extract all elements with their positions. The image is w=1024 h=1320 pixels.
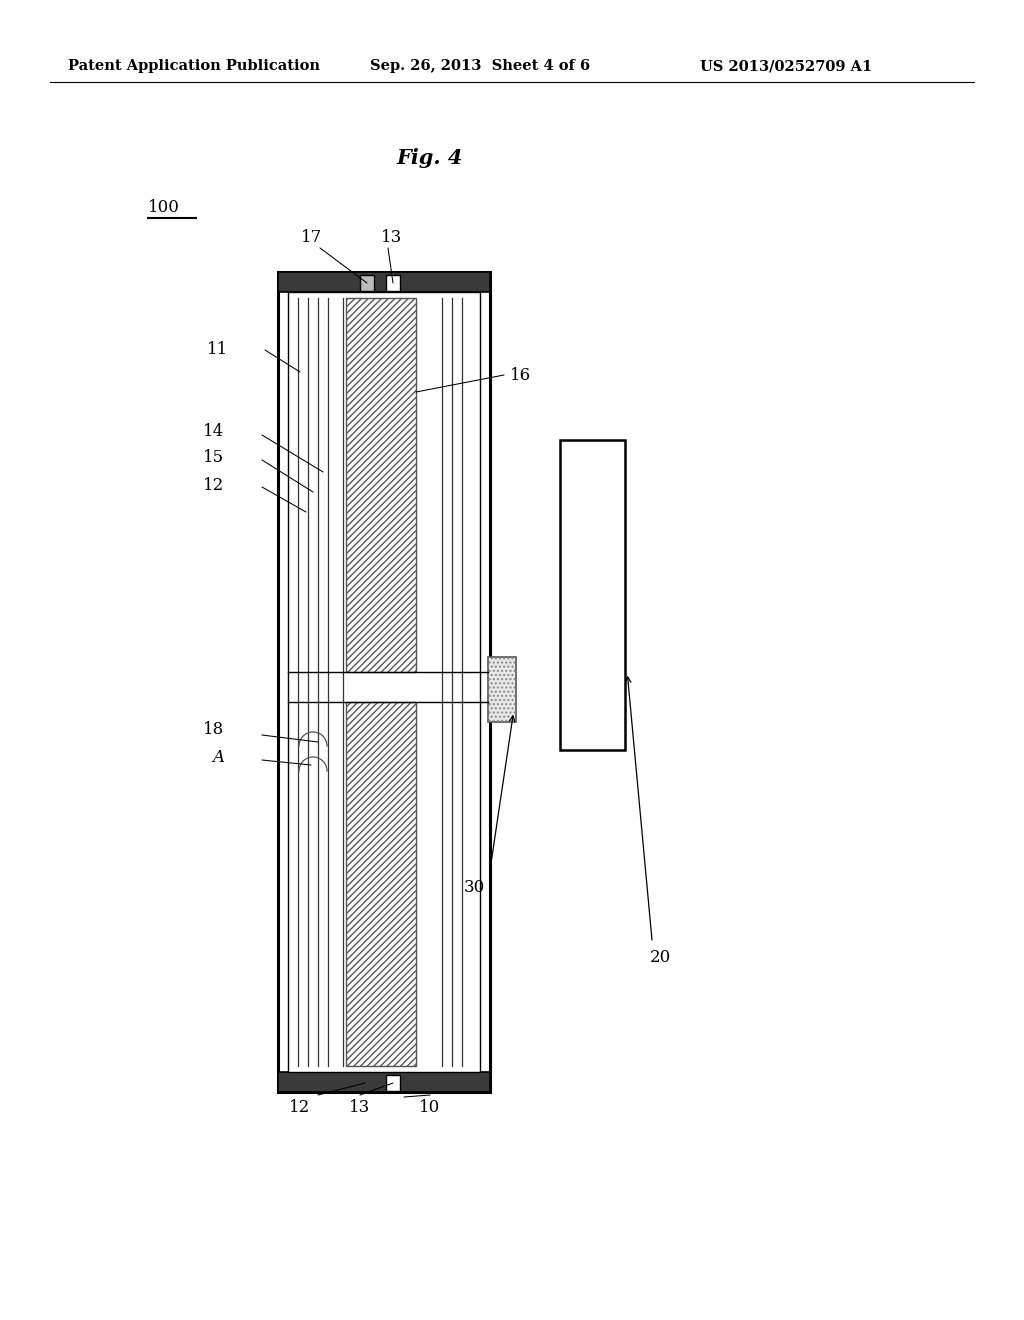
Bar [278, 1072, 490, 1092]
Text: 20: 20 [649, 949, 671, 966]
Text: 100: 100 [148, 199, 180, 216]
Bar [386, 275, 400, 290]
Bar [560, 440, 625, 750]
Bar [278, 272, 490, 292]
Text: 30: 30 [464, 879, 484, 896]
Text: 11: 11 [207, 342, 228, 359]
Text: 16: 16 [510, 367, 531, 384]
Text: 13: 13 [349, 1100, 371, 1117]
Bar [386, 1074, 400, 1092]
Text: 12: 12 [290, 1100, 310, 1117]
Text: 12: 12 [203, 477, 224, 494]
Bar [346, 702, 416, 1067]
Text: 10: 10 [420, 1100, 440, 1117]
Bar [488, 657, 516, 722]
Text: A: A [212, 748, 224, 766]
Text: 17: 17 [301, 230, 323, 247]
Text: Sep. 26, 2013  Sheet 4 of 6: Sep. 26, 2013 Sheet 4 of 6 [370, 59, 590, 73]
Bar [360, 275, 374, 290]
Bar [288, 292, 480, 1072]
Bar [488, 657, 516, 722]
Text: 18: 18 [203, 722, 224, 738]
Text: Fig. 4: Fig. 4 [397, 148, 463, 168]
Bar [278, 272, 490, 1092]
Text: Patent Application Publication: Patent Application Publication [68, 59, 319, 73]
Bar [346, 298, 416, 672]
Text: 14: 14 [203, 424, 224, 441]
Text: US 2013/0252709 A1: US 2013/0252709 A1 [700, 59, 872, 73]
Text: 15: 15 [203, 450, 224, 466]
Text: 13: 13 [381, 230, 402, 247]
